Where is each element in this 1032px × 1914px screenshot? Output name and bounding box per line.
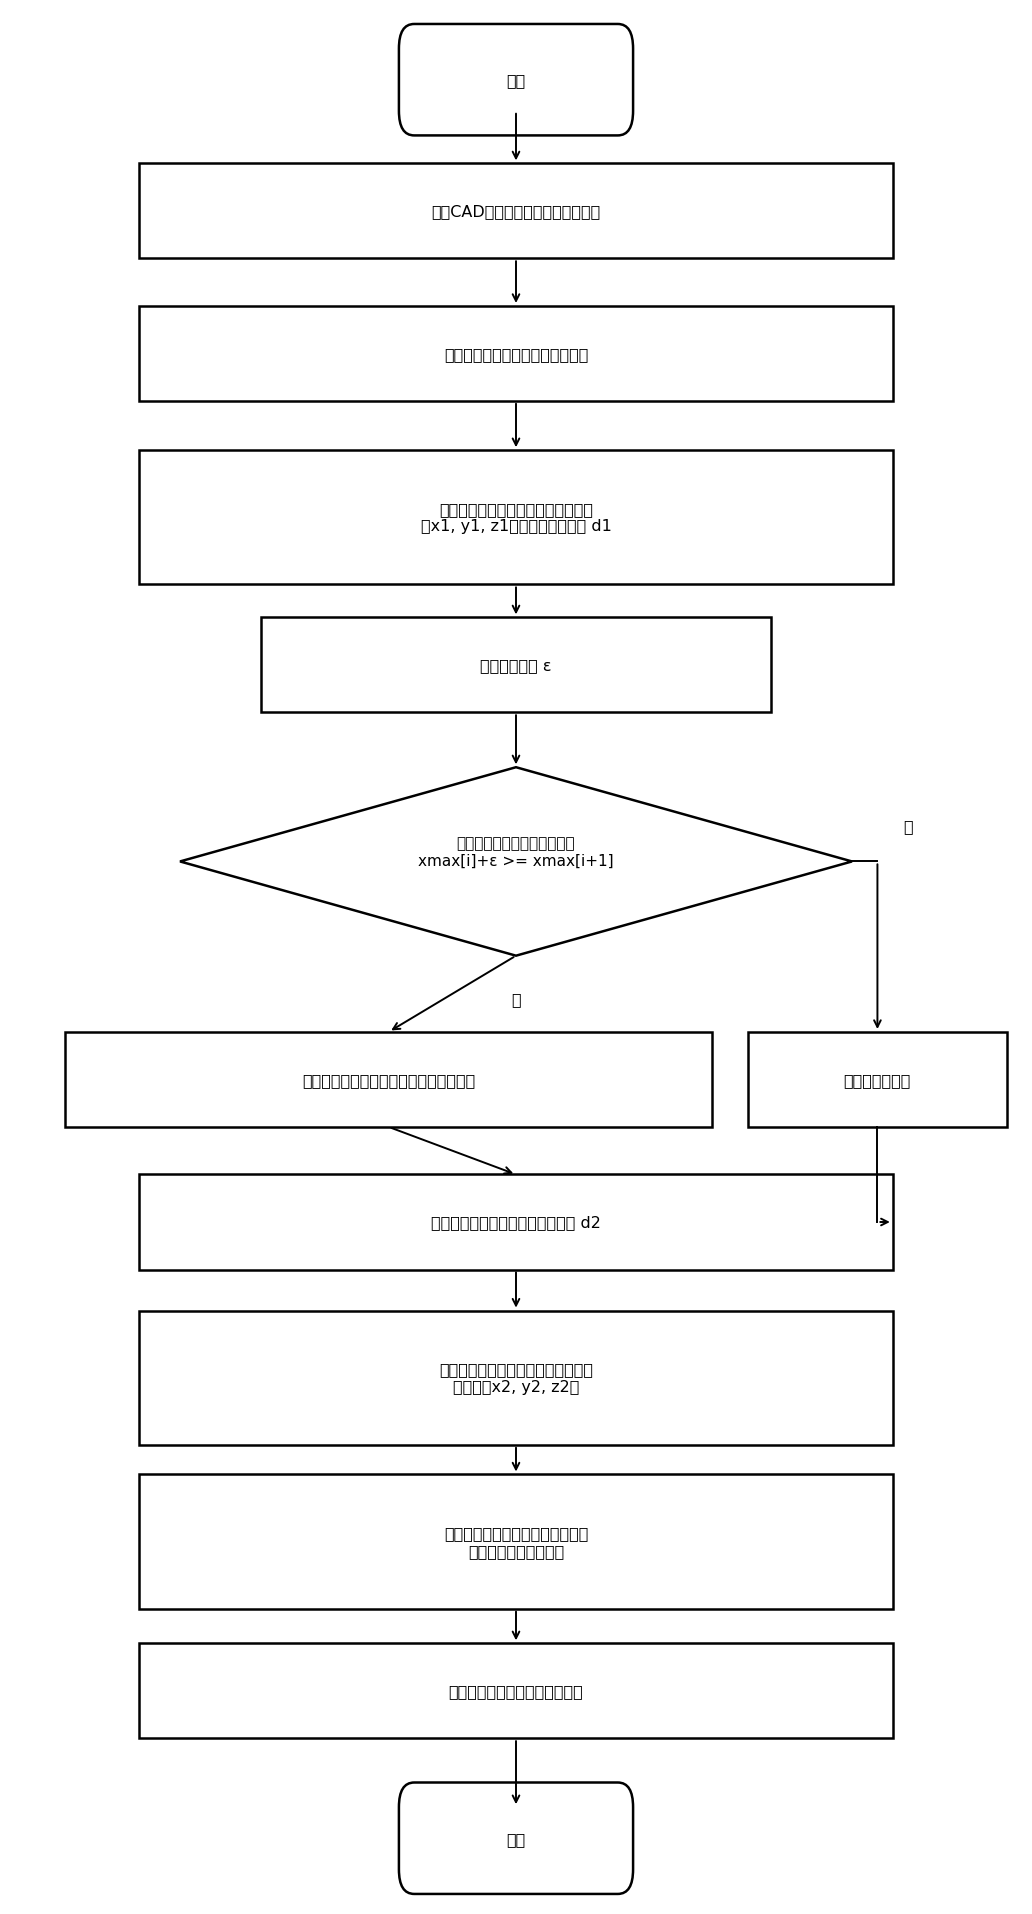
Text: 判定两条线条是否为同一字符
xmax[i]+ε >= xmax[i+1]: 判定两条线条是否为同一字符 xmax[i]+ε >= xmax[i+1] [418,836,614,869]
Bar [65,1032,712,1127]
Bar [139,306,893,402]
Text: 恢复系统变量，即打开干扰图层: 恢复系统变量，即打开干扰图层 [449,1682,583,1698]
Text: 修改CAD系统变量，即关闭干扰图层: 修改CAD系统变量，即关闭干扰图层 [431,205,601,220]
Text: 输入参数，计算得出最小文字间距 d2: 输入参数，计算得出最小文字间距 d2 [431,1215,601,1231]
Bar [139,1311,893,1445]
Text: 结束: 结束 [507,1832,525,1845]
Text: 输入间隙公差 ε: 输入间隙公差 ε [480,658,552,674]
Text: 计算得出目标文字各字符基点的最终
坐标值（x2, y2, z2）: 计算得出目标文字各字符基点的最终 坐标值（x2, y2, z2） [439,1361,593,1393]
Text: 选取目标文字，获取各字符原来坐标
（x1, y1, z1）及实际文字间距 d1: 选取目标文字，获取各字符原来坐标 （x1, y1, z1）及实际文字间距 d1 [421,501,611,534]
Bar [261,618,771,712]
Text: 否: 否 [903,819,912,833]
Bar [139,1644,893,1738]
Text: 识别为不同字符: 识别为不同字符 [844,1072,911,1087]
FancyBboxPatch shape [399,1782,633,1895]
Polygon shape [180,768,852,957]
Text: 识别为同一字符，并赋予相同的边界极值: 识别为同一字符，并赋予相同的边界极值 [302,1072,476,1087]
FancyBboxPatch shape [399,25,633,136]
Text: 将文字符逐个从各自的原来坐标位
置移动到最终坐标位置: 将文字符逐个从各自的原来坐标位 置移动到最终坐标位置 [444,1525,588,1558]
Bar [139,165,893,258]
Bar [139,1474,893,1610]
Bar [139,452,893,586]
Bar [747,1032,1007,1127]
Text: 开始: 开始 [507,73,525,88]
Text: 是: 是 [511,991,521,1007]
Text: 设置过滤条件，筛出特定文字样式: 设置过滤条件，筛出特定文字样式 [444,346,588,362]
Bar [139,1175,893,1269]
